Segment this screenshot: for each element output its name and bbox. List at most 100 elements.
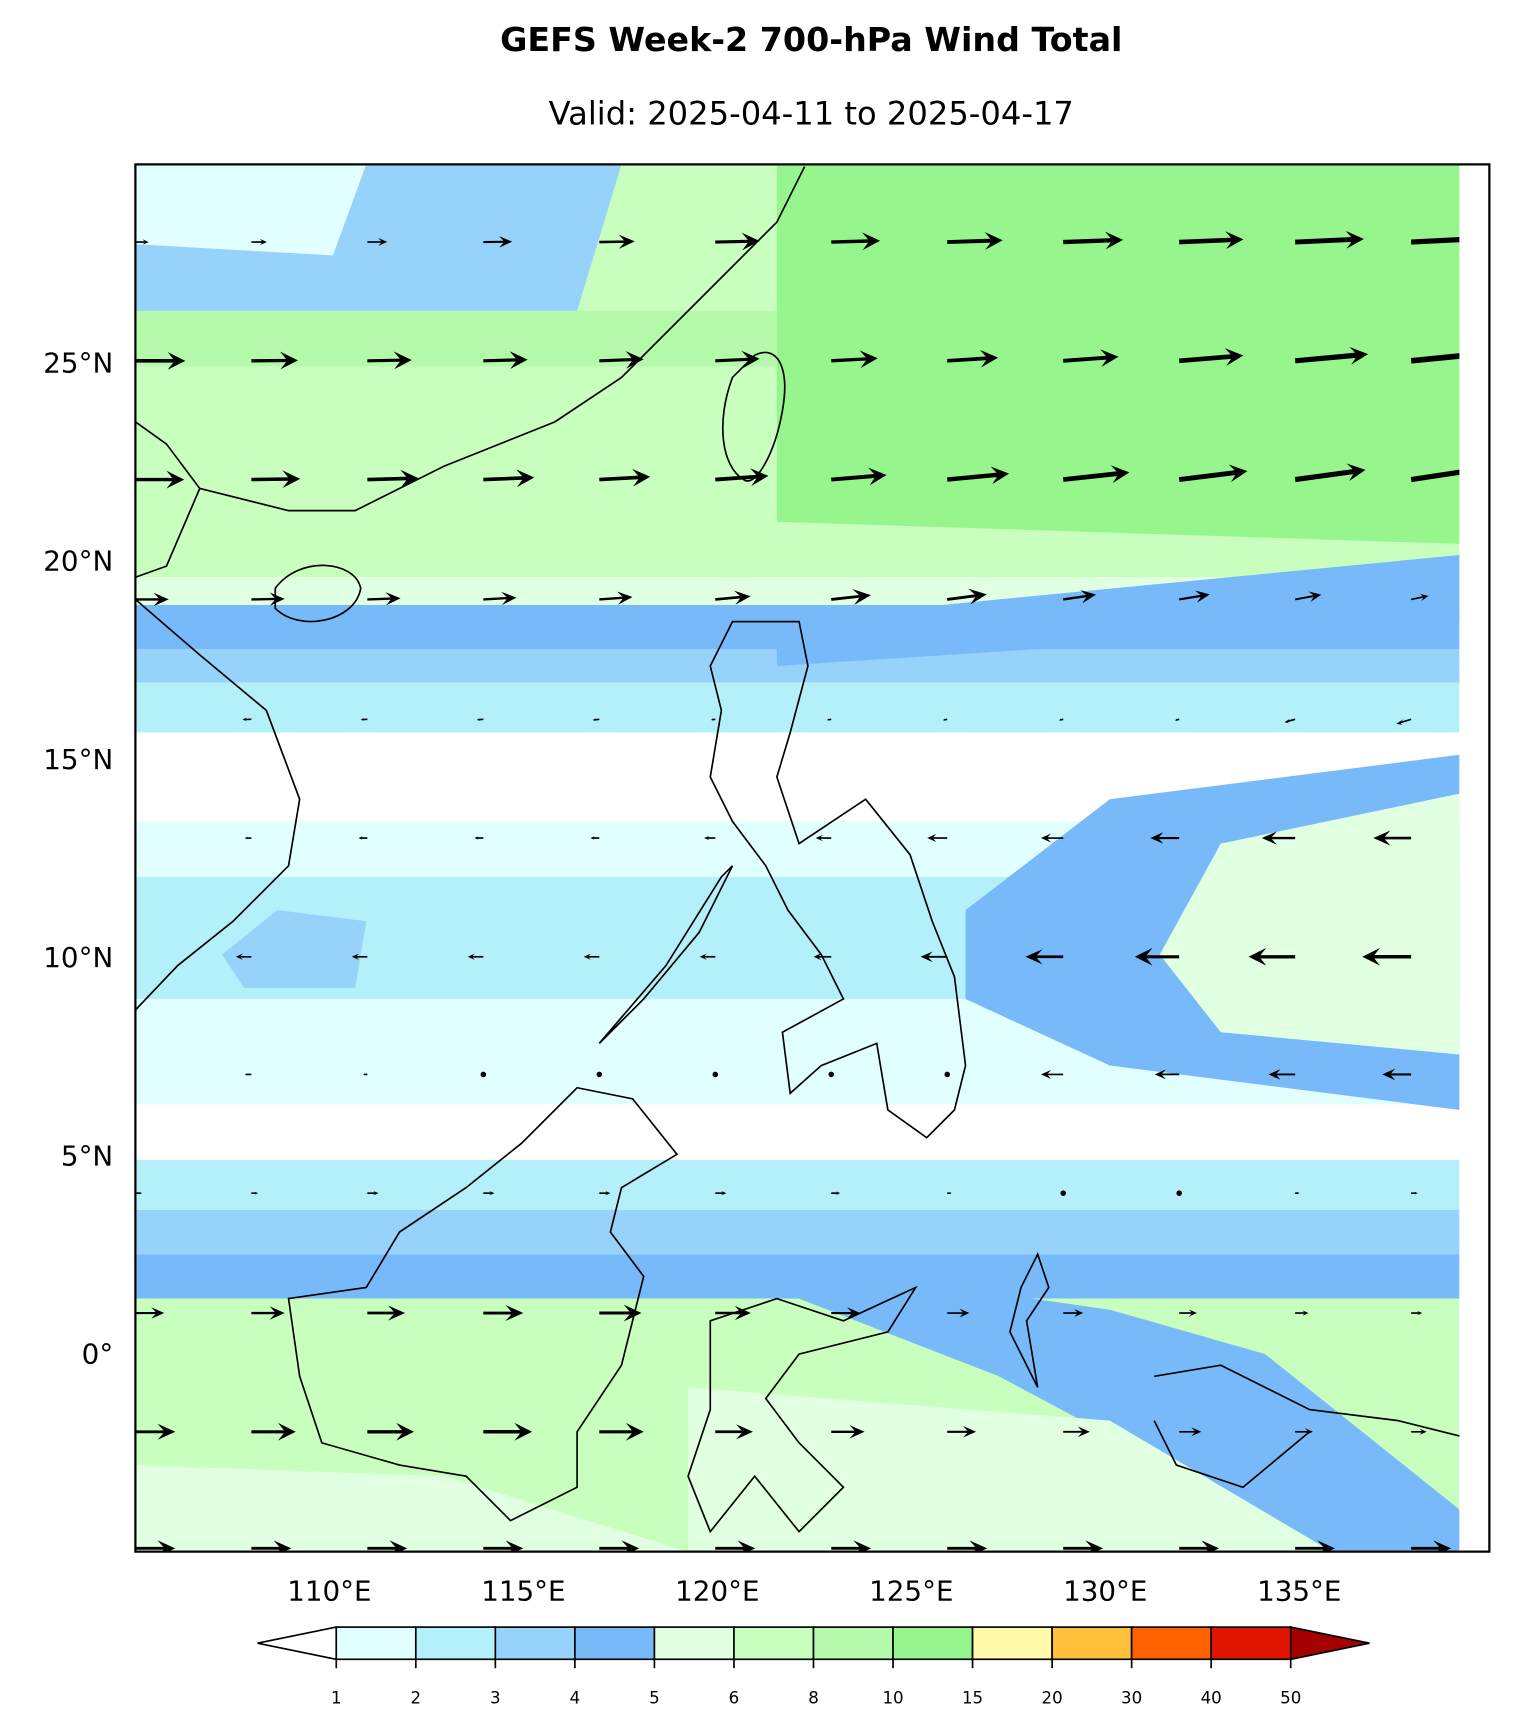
wind-shaft <box>1063 594 1088 601</box>
colorbar-swatch <box>733 1626 815 1661</box>
lat-label: 15°N <box>43 743 113 776</box>
wind-head <box>127 718 131 722</box>
wind-shaft <box>831 473 877 482</box>
wind-head <box>632 468 651 487</box>
wind-shaft <box>594 718 600 721</box>
wind-head <box>505 1540 524 1552</box>
shade-band <box>135 1159 1460 1210</box>
wind-shaft <box>1059 718 1064 721</box>
wind-head <box>514 1422 533 1441</box>
calm-dot <box>712 1071 719 1078</box>
wind-head <box>949 1192 952 1195</box>
lat-label: 25°N <box>43 347 113 380</box>
wind-head <box>1308 591 1322 603</box>
wind-shaft <box>831 357 868 363</box>
colorbar-under <box>257 1626 338 1661</box>
wind-head <box>1110 465 1130 484</box>
lat-label: 5°N <box>61 1139 113 1172</box>
wind-head <box>1025 949 1043 965</box>
wind-head <box>741 232 760 251</box>
wind-shaft <box>367 476 408 482</box>
wind-shaft <box>1410 353 1460 364</box>
wind-head <box>389 1540 408 1552</box>
wind-head <box>1419 1428 1427 1435</box>
wind-head <box>1154 1069 1166 1080</box>
wind-head <box>1317 1540 1336 1552</box>
wind-head <box>920 951 933 963</box>
colorbar-label: 1 <box>331 1689 342 1708</box>
wind-head <box>235 953 243 960</box>
wind-head <box>1396 718 1404 725</box>
lat-label: 0° <box>82 1337 114 1370</box>
wind-shaft <box>367 597 392 601</box>
lon-label: 115°E <box>481 1574 565 1607</box>
wind-head <box>1201 1540 1220 1552</box>
wind-head <box>1382 1068 1396 1081</box>
wind-head <box>280 351 298 370</box>
wind-shaft <box>1063 238 1113 245</box>
lon-label: 130°E <box>1063 1574 1147 1607</box>
wind-head <box>853 1540 872 1552</box>
wind-head <box>1080 590 1097 604</box>
wind-head <box>1472 346 1491 364</box>
wind-field <box>135 164 1460 1552</box>
wind-head <box>590 836 595 840</box>
wind-head <box>358 836 363 840</box>
colorbar: 1 2 3 4 5 6 8 10 15 20 30 40 50 <box>257 1626 1370 1708</box>
shade-region <box>135 164 367 256</box>
wind-head <box>151 1307 165 1319</box>
lat-label: 10°N <box>43 941 113 974</box>
wind-head <box>476 718 480 721</box>
lon-label: 110°E <box>287 1574 371 1607</box>
wind-head <box>979 349 999 368</box>
wind-shaft <box>947 356 988 363</box>
wind-head <box>139 1191 143 1195</box>
wind-shaft <box>483 476 524 482</box>
wind-head <box>499 236 513 248</box>
wind-head <box>1433 1540 1452 1552</box>
calm-dot <box>944 1071 950 1078</box>
colorbar-swatch <box>1210 1626 1292 1661</box>
wind-head <box>1228 464 1248 483</box>
wind-head <box>489 1190 495 1196</box>
wind-shaft <box>831 594 861 601</box>
wind-shaft <box>715 474 758 482</box>
wind-head <box>1304 1428 1313 1436</box>
wind-head <box>868 467 887 486</box>
colorbar-label: 3 <box>490 1689 501 1708</box>
shade-band <box>135 1104 1460 1160</box>
shade-region <box>221 910 367 988</box>
lon-label: 135°E <box>1257 1574 1341 1607</box>
calm-dot <box>596 1071 603 1078</box>
map-axes: 25°N 20°N 15°N 10°N 5°N 0° 110°E 115°E 120°E 125°… <box>43 347 1341 1608</box>
wind-head <box>1105 231 1124 250</box>
wind-head <box>736 1424 754 1440</box>
lon-label: 125°E <box>869 1574 953 1607</box>
wind-head <box>269 1306 285 1320</box>
wind-shaft <box>1178 470 1238 483</box>
wind-head <box>142 239 149 245</box>
wind-head <box>278 1422 296 1441</box>
wind-head <box>282 470 301 489</box>
colorbar-swatch <box>335 1626 417 1661</box>
title: GEFS Week-2 700-hPa Wind Total <box>500 20 1122 59</box>
wind-head <box>836 1191 841 1195</box>
wind-head <box>373 1190 379 1196</box>
wind-head <box>269 592 285 606</box>
wind-head <box>120 954 127 960</box>
wind-shaft <box>715 357 750 363</box>
wind-head <box>273 1540 292 1552</box>
wind-shaft <box>1295 236 1354 245</box>
wind-head <box>167 351 186 370</box>
wind-head <box>351 953 359 960</box>
wind-head <box>1074 1309 1084 1318</box>
wind-shaft <box>599 475 640 482</box>
colorbar-label: 20 <box>1042 1689 1063 1708</box>
wind-head <box>1188 1309 1197 1317</box>
wind-head <box>362 1073 365 1076</box>
wind-head <box>378 237 388 246</box>
wind-head <box>501 591 517 606</box>
wind-head <box>583 953 591 960</box>
wind-head <box>166 470 185 489</box>
